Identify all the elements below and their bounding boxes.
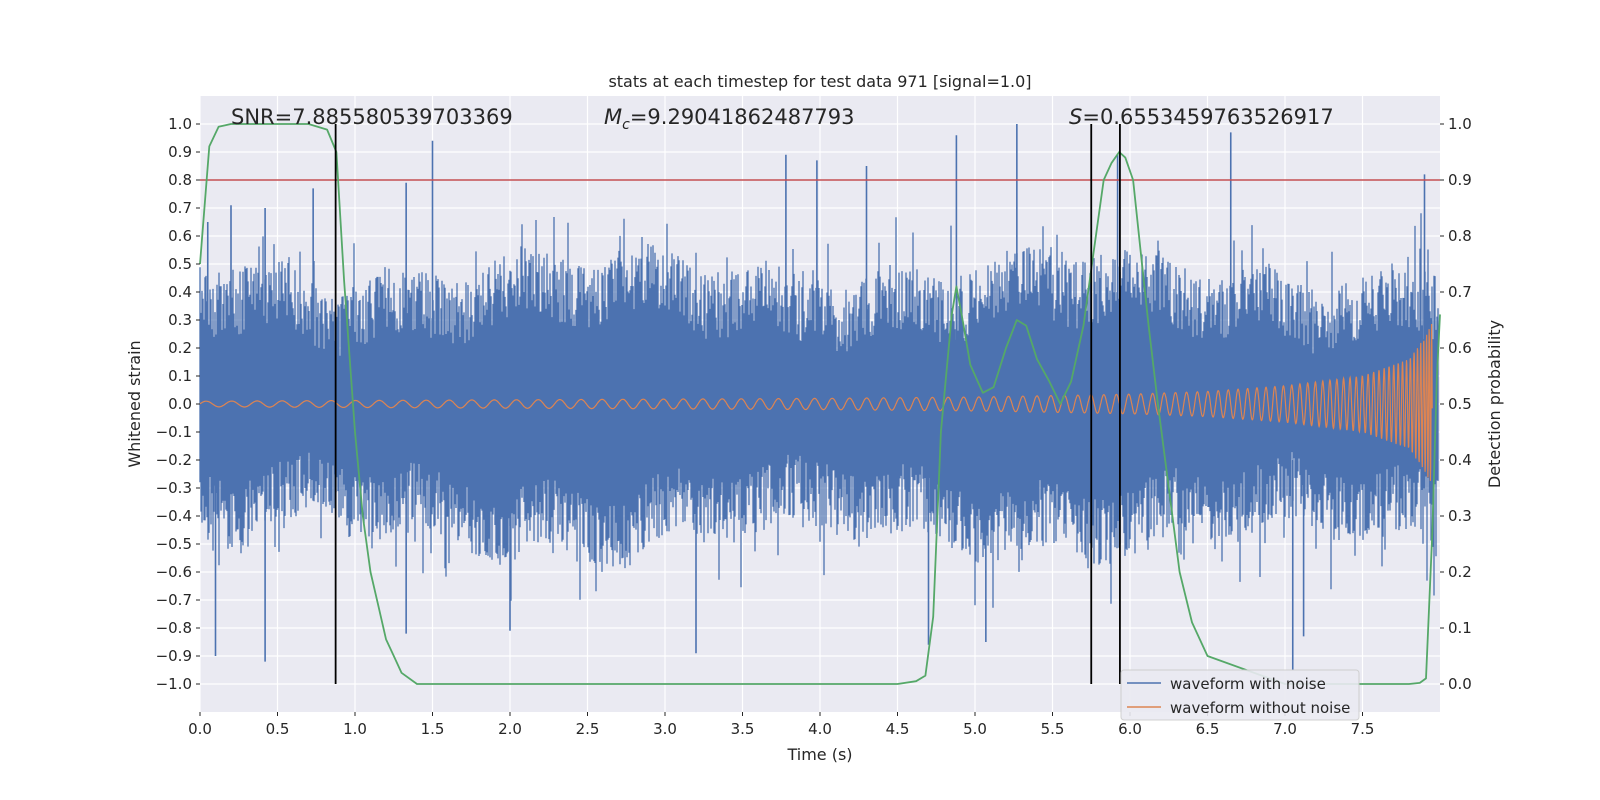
s-annotation: S=0.6553459763526917 xyxy=(1069,105,1334,129)
x-tick-label: 7.5 xyxy=(1351,720,1375,738)
x-tick-label: 3.5 xyxy=(731,720,755,738)
x-tick-label: 5.5 xyxy=(1041,720,1065,738)
y-right-tick-label: 1.0 xyxy=(1448,115,1472,133)
y-left-tick-label: 0.5 xyxy=(168,255,192,273)
y-left-tick-label: −0.2 xyxy=(156,451,192,469)
x-tick-label: 2.0 xyxy=(498,720,522,738)
y-left-tick-label: −0.4 xyxy=(156,507,192,525)
x-tick-label: 1.0 xyxy=(343,720,367,738)
y-right-tick-label: 0.0 xyxy=(1448,675,1472,693)
y-left-tick-label: −0.9 xyxy=(156,647,192,665)
y-left-tick-label: 0.6 xyxy=(168,227,192,245)
legend-box xyxy=(1120,669,1360,721)
y-left-tick-label: 0.4 xyxy=(168,283,192,301)
chirp-mass-value: =9.29041862487793 xyxy=(630,105,855,129)
x-axis-label: Time (s) xyxy=(786,745,852,764)
x-tick-label: 0.0 xyxy=(188,720,212,738)
x-tick-label: 0.5 xyxy=(266,720,290,738)
y-right-tick-label: 0.5 xyxy=(1448,395,1472,413)
y-right-tick-label: 0.3 xyxy=(1448,507,1472,525)
x-tick-label: 4.0 xyxy=(808,720,832,738)
y-right-tick-label: 0.7 xyxy=(1448,283,1472,301)
y-right-tick-label: 0.1 xyxy=(1448,619,1472,637)
y-left-tick-label: 0.8 xyxy=(168,171,192,189)
x-tick-label: 1.5 xyxy=(421,720,445,738)
y-right-tick-label: 0.4 xyxy=(1448,451,1472,469)
y-left-tick-label: 0.3 xyxy=(168,311,192,329)
snr-annotation: SNR=7.885580539703369 xyxy=(231,105,513,129)
chirp-mass-subscript: c xyxy=(622,117,630,133)
y-left-tick-label: −0.8 xyxy=(156,619,192,637)
y-right-tick-label: 0.9 xyxy=(1448,171,1472,189)
y-left-tick-label: 0.0 xyxy=(168,395,192,413)
y-left-tick-label: 0.2 xyxy=(168,339,192,357)
y-left-tick-label: 0.9 xyxy=(168,143,192,161)
y-right-tick-label: 0.6 xyxy=(1448,339,1472,357)
detection-probability-series xyxy=(199,123,1441,685)
s-symbol: S xyxy=(1069,105,1082,129)
s-value: =0.6553459763526917 xyxy=(1082,105,1333,129)
y-left-tick-label: 0.1 xyxy=(168,367,192,385)
x-tick-label: 4.5 xyxy=(886,720,910,738)
chart-title: stats at each timestep for test data 971… xyxy=(608,72,1031,91)
x-tick-label: 3.0 xyxy=(653,720,677,738)
y-axis-label-left: Whitened strain xyxy=(125,340,144,467)
y-left-tick-label: −0.1 xyxy=(156,423,192,441)
y-right-tick-label: 0.8 xyxy=(1448,227,1472,245)
y-left-tick-label: −0.7 xyxy=(156,591,192,609)
y-left-tick-label: −0.6 xyxy=(156,563,192,581)
y-axis-label-right: Detection probability xyxy=(1485,320,1504,488)
axes-layer: 0.0 0.5 1.0 1.5 2.0 2.5 3.0 3.5 4.0 4.5 5.0 5.5 6.0 6… xyxy=(156,115,1472,738)
y-left-tick-label: −1.0 xyxy=(156,675,192,693)
plot-layer xyxy=(199,123,1441,685)
legend-label-clean: waveform without noise xyxy=(1170,699,1350,717)
y-left-tick-label: −0.5 xyxy=(156,535,192,553)
legend: waveform with noise waveform without noi… xyxy=(1120,669,1360,721)
clean-waveform-series xyxy=(199,323,1433,481)
legend-label-noise: waveform with noise xyxy=(1170,675,1326,693)
y-left-tick-label: 0.7 xyxy=(168,199,192,217)
x-tick-label: 5.0 xyxy=(963,720,987,738)
x-tick-label: 2.5 xyxy=(576,720,600,738)
y-right-tick-label: 0.2 xyxy=(1448,563,1472,581)
y-left-tick-label: 1.0 xyxy=(168,115,192,133)
x-tick-label: 7.0 xyxy=(1273,720,1297,738)
x-tick-label: 6.0 xyxy=(1118,720,1142,738)
y-left-tick-label: −0.3 xyxy=(156,479,192,497)
x-tick-label: 6.5 xyxy=(1196,720,1220,738)
chirp-mass-symbol: M xyxy=(604,105,622,129)
chirp-mass-annotation: Mc=9.29041862487793 xyxy=(604,105,855,133)
